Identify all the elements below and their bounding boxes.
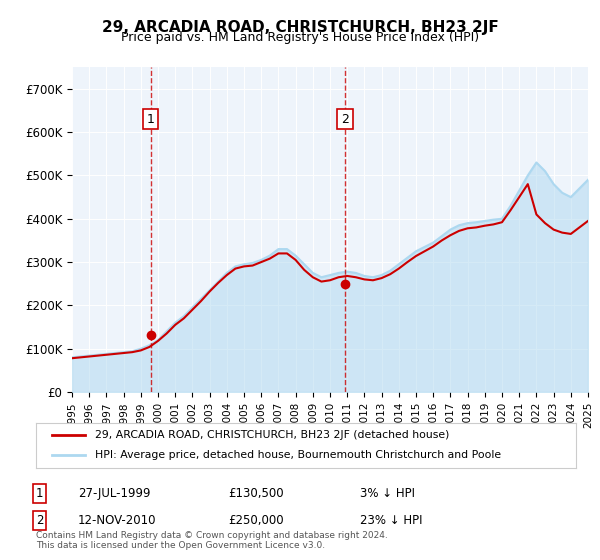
Text: £130,500: £130,500: [228, 487, 284, 501]
Text: 27-JUL-1999: 27-JUL-1999: [78, 487, 151, 501]
Text: 29, ARCADIA ROAD, CHRISTCHURCH, BH23 2JF (detached house): 29, ARCADIA ROAD, CHRISTCHURCH, BH23 2JF…: [95, 430, 450, 440]
Text: Contains HM Land Registry data © Crown copyright and database right 2024.
This d: Contains HM Land Registry data © Crown c…: [36, 530, 388, 550]
Text: 1: 1: [147, 113, 155, 125]
Text: 23% ↓ HPI: 23% ↓ HPI: [360, 514, 422, 528]
Text: £250,000: £250,000: [228, 514, 284, 528]
Text: HPI: Average price, detached house, Bournemouth Christchurch and Poole: HPI: Average price, detached house, Bour…: [95, 450, 502, 460]
Text: 12-NOV-2010: 12-NOV-2010: [78, 514, 157, 528]
Text: 1: 1: [36, 487, 44, 501]
Text: 3% ↓ HPI: 3% ↓ HPI: [360, 487, 415, 501]
Text: 2: 2: [341, 113, 349, 125]
Text: 29, ARCADIA ROAD, CHRISTCHURCH, BH23 2JF: 29, ARCADIA ROAD, CHRISTCHURCH, BH23 2JF: [101, 20, 499, 35]
Text: Price paid vs. HM Land Registry's House Price Index (HPI): Price paid vs. HM Land Registry's House …: [121, 31, 479, 44]
Text: 2: 2: [36, 514, 44, 528]
